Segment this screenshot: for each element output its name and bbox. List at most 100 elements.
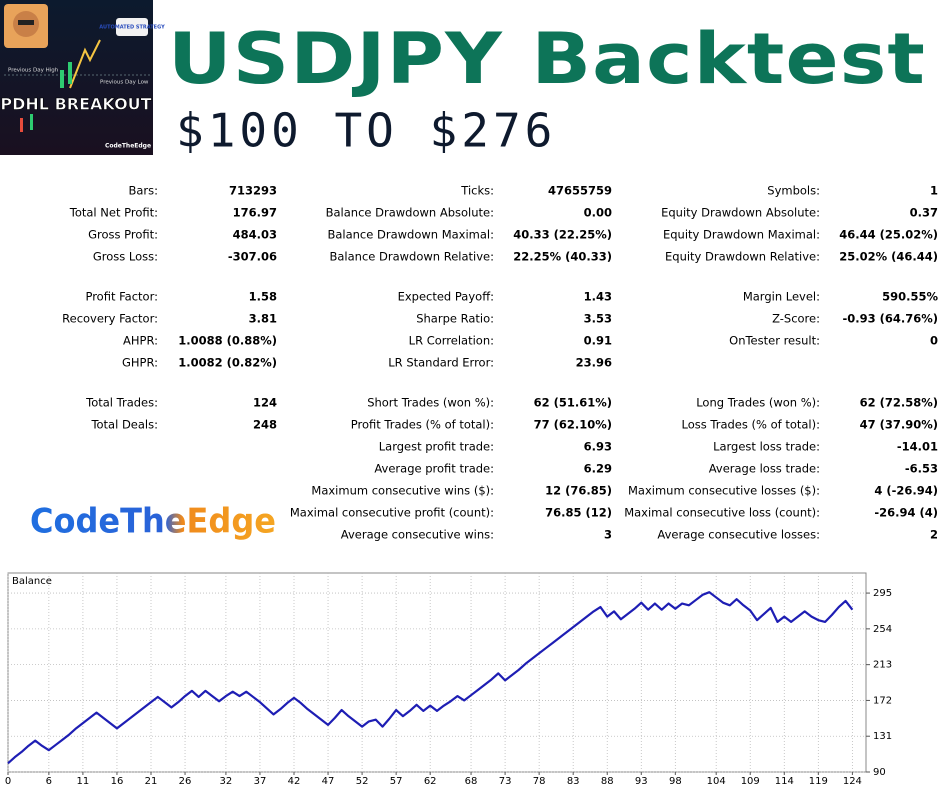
stat-value: 176.97 [233,206,277,220]
y-tick-label: 213 [873,660,892,671]
stat-label: Recovery Factor: [62,312,158,326]
y-tick-label: 131 [873,731,892,742]
stat-value: 12 (76.85) [545,484,612,498]
stat-value: 713293 [229,184,277,198]
candle [60,70,64,88]
balance-line [7,591,854,765]
plot-frame [7,572,867,773]
x-tick-label: 73 [499,776,512,787]
stat-label: Total Net Profit: [69,206,158,220]
x-tick-label: 32 [220,776,233,787]
x-tick-label: 57 [390,776,403,787]
avatar-glasses [18,20,34,25]
stat-label: Balance Drawdown Relative: [330,250,495,264]
stat-value: 40.33 (22.25%) [513,228,612,242]
candle [20,118,23,132]
x-tick-label: 119 [809,776,828,787]
stat-value: 77 (62.10%) [534,418,612,432]
thumbnail-brand: CodeTheEdge [105,143,151,150]
x-tick-label: 11 [77,776,90,787]
x-tick-label: 62 [424,776,437,787]
stat-value: 0 [930,334,938,348]
x-tick-label: 109 [741,776,760,787]
candle [68,62,72,84]
stat-value: -6.53 [905,462,938,476]
stats-table: Bars: 713293 Ticks: 47655759 Symbols: 1 Total … [62,184,938,542]
stat-label: Largest profit trade: [379,440,494,454]
legend-label: Balance [12,576,52,587]
stat-label: LR Standard Error: [388,356,494,370]
stat-label: Equity Drawdown Relative: [665,250,820,264]
y-tick-label: 254 [873,624,892,635]
x-tick-label: 68 [465,776,478,787]
stat-label: Average profit trade: [374,462,494,476]
stat-label: GHPR: [122,356,158,370]
stat-label: OnTester result: [729,334,820,348]
stat-label: Gross Profit: [88,228,158,242]
breakout-arrow [69,39,101,89]
x-tick-label: 26 [179,776,192,787]
stat-value: 484.03 [233,228,277,242]
thumbnail: AUTOMATED STRATEGY Previous Day High Pre… [0,0,165,155]
stat-value: 0.37 [910,206,938,220]
x-tick-label: 88 [601,776,614,787]
stat-value: 6.93 [584,440,612,454]
stat-value: 1.0082 (0.82%) [178,356,277,370]
subtitle: $100 TO $276 [176,104,556,158]
stat-value: 3.53 [584,312,612,326]
stat-label: Total Deals: [90,418,158,432]
stat-value: 46.44 (25.02%) [839,228,938,242]
stat-value: 6.29 [584,462,612,476]
stat-value: 1.43 [584,290,612,304]
stat-label: Short Trades (won %): [367,396,494,410]
badge: AUTOMATED STRATEGY [99,25,165,31]
stat-label: Gross Loss: [93,250,158,264]
x-tick-label: 93 [635,776,648,787]
stat-label: Loss Trades (% of total): [682,418,820,432]
stat-label: Equity Drawdown Maximal: [663,228,820,242]
high-label: Previous Day High [8,68,59,74]
stat-value: -307.06 [228,250,277,264]
y-tick-label: 295 [873,588,892,599]
stat-label: Average consecutive losses: [657,528,820,542]
stat-label: Maximal consecutive loss (count): [624,506,820,520]
stat-label: Z-Score: [772,312,820,326]
y-tick-label: 172 [873,695,892,706]
stat-value: 0.00 [584,206,612,220]
stat-label: Balance Drawdown Absolute: [326,206,494,220]
stat-label: Equity Drawdown Absolute: [661,206,820,220]
stat-value: 62 (72.58%) [860,396,938,410]
x-tick-label: 52 [356,776,369,787]
stat-label: Sharpe Ratio: [416,312,494,326]
title: USDJPY Backtest [168,18,926,100]
stat-value: 1.58 [249,290,277,304]
x-tick-label: 78 [533,776,546,787]
stat-value: -0.93 (64.76%) [842,312,938,326]
x-tick-label: 83 [567,776,580,787]
stat-label: Total Trades: [85,396,158,410]
stat-label: Bars: [128,184,158,198]
stat-label: LR Correlation: [409,334,494,348]
stat-value: 76.85 (12) [545,506,612,520]
stat-label: Symbols: [767,184,820,198]
balance-chart: 90 131 172 213 254 295 0 6 11 16 21 26 32 37 42 47 52 57 6… [5,572,892,787]
stat-value: 124 [253,396,277,410]
low-label: Previous Day Low [100,80,149,86]
stat-value: 22.25% (40.33) [513,250,612,264]
stat-value: 248 [253,418,277,432]
stat-value: 1 [930,184,938,198]
x-tick-label: 16 [111,776,124,787]
thumbnail-name: PDHL BREAKOUT [0,95,151,114]
stat-label: Maximum consecutive wins ($): [311,484,494,498]
stat-value: 47 (37.90%) [860,418,938,432]
stat-value: 0.91 [584,334,612,348]
stat-label: AHPR: [123,334,158,348]
stat-value: 2 [930,528,938,542]
stat-value: -14.01 [897,440,938,454]
stat-value: 47655759 [548,184,612,198]
x-tick-label: 98 [669,776,682,787]
stat-label: Expected Payoff: [398,290,494,304]
stat-value: 23.96 [576,356,612,370]
x-tick-label: 6 [46,776,52,787]
